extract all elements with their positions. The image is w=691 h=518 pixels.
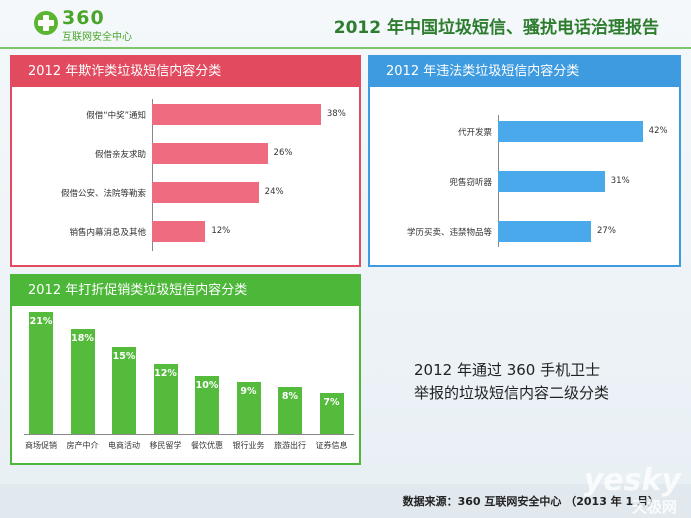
value-label: 24%: [264, 187, 284, 197]
category-label: 餐饮优惠: [191, 441, 223, 450]
header-divider: [0, 47, 691, 49]
value-label: 27%: [597, 226, 616, 236]
category-label: 兜售窃听器: [449, 178, 492, 188]
bar: [112, 346, 136, 434]
category-label: 房产中介: [66, 441, 99, 450]
bar: [278, 387, 302, 434]
category-label: 销售内幕消息及其他: [69, 228, 146, 238]
value-label: 38%: [326, 109, 346, 119]
bar: [152, 104, 321, 125]
category-label: 银行业务: [232, 441, 265, 450]
value-label: 12%: [154, 368, 177, 380]
bar: [498, 221, 591, 242]
promo-chart-baseline: [24, 434, 354, 435]
promo-chart-panel: 2012 年打折促销类垃圾短信内容分类 21% 商场促销 18% 房产中介 15% 电商活…: [10, 274, 361, 465]
bar: [319, 393, 344, 434]
value-label: 10%: [195, 379, 219, 391]
footer-band: [0, 484, 691, 518]
fraud-chart-axis: [152, 99, 153, 251]
category-label: 假借亲友求助: [94, 150, 146, 160]
category-label: 移民留学: [149, 441, 182, 450]
value-label: 26%: [273, 148, 293, 158]
chart-caption: 2012 年通过 360 手机卫士 举报的垃圾短信内容二级分类: [414, 359, 609, 405]
bar: [152, 182, 259, 203]
value-label: 18%: [71, 333, 94, 345]
yesky-watermark-sub: 天极网: [631, 498, 677, 516]
category-label: 学历买卖、违禁物品等: [406, 228, 492, 238]
illegal-chart-panel: 2012 年违法类垃圾短信内容分类 代开发票 42% 兜售窃听器 31% 学历买卖、违禁…: [368, 55, 681, 267]
value-label: 21%: [29, 315, 53, 327]
logo-subtitle: 互联网安全中心: [62, 32, 132, 43]
bar: [498, 171, 605, 192]
bar: [498, 121, 643, 142]
header: 360 互联网安全中心 2012 年中国垃圾短信、骚扰电话治理报告: [0, 0, 691, 44]
caption-line-2: 举报的垃圾短信内容二级分类: [414, 384, 610, 402]
logo-text: 360: [62, 7, 105, 29]
plus-logo-icon: [34, 11, 58, 35]
caption-line-1: 2012 年通过 360 手机卫士: [414, 361, 601, 379]
yesky-watermark: yesky: [583, 463, 681, 498]
bar: [153, 364, 178, 434]
fraud-chart-panel: 2012 年欺诈类垃圾短信内容分类 假借“中奖”通知 38% 假借亲友求助 26% 假借…: [10, 55, 361, 267]
category-label: 假借“中奖”通知: [86, 111, 146, 121]
bar: [152, 221, 206, 242]
category-label: 商场促销: [25, 441, 57, 450]
value-label: 31%: [610, 176, 630, 186]
bar: [195, 375, 219, 434]
bar: [152, 143, 268, 164]
fraud-chart-title: 2012 年欺诈类垃圾短信内容分类: [12, 57, 359, 87]
value-label: 7%: [323, 397, 340, 409]
value-label: 42%: [648, 126, 668, 136]
value-label: 12%: [211, 226, 231, 236]
data-source: 数据来源：360 互联网安全中心 （2013 年 1 月）: [402, 495, 659, 508]
value-label: 8%: [281, 391, 299, 403]
promo-chart-title: 2012 年打折促销类垃圾短信内容分类: [12, 276, 359, 306]
value-label: 9%: [240, 385, 257, 397]
bar: [236, 381, 261, 434]
category-label: 假借公安、法院等勒索: [60, 189, 146, 199]
bar: [70, 329, 95, 434]
category-label: 旅游出行: [274, 441, 306, 450]
bar: [29, 311, 53, 434]
value-label: 15%: [112, 350, 136, 362]
illegal-chart-title: 2012 年违法类垃圾短信内容分类: [370, 57, 679, 87]
page-title: 2012 年中国垃圾短信、骚扰电话治理报告: [333, 18, 659, 38]
category-label: 代开发票: [457, 128, 492, 138]
category-label: 证券信息: [315, 441, 348, 450]
category-label: 电商活动: [108, 441, 140, 450]
